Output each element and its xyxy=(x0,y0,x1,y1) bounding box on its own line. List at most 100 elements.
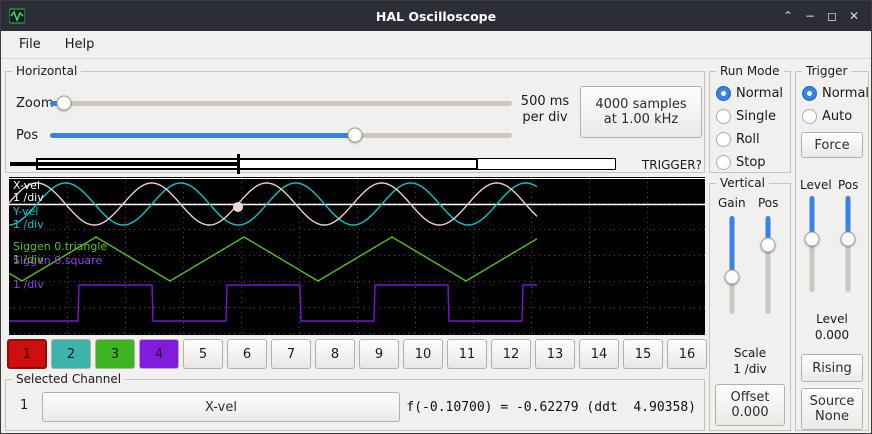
scope-canvas[interactable] xyxy=(8,177,705,335)
titlebar: HAL Oscilloscope ⌃ − ◻ ✕ xyxy=(1,1,871,31)
slider-fill xyxy=(809,196,815,240)
radio-icon xyxy=(716,108,731,124)
run-mode-option-normal[interactable]: Normal xyxy=(716,84,783,102)
horizontal-panel: Horizontal Zoom 500 ms per div 4000 samp… xyxy=(5,64,705,174)
channel-readout: f(-0.10700) = -0.62279 (ddt 4.90358) xyxy=(406,400,696,415)
radio-label: Stop xyxy=(736,154,766,170)
channel-button-13[interactable]: 13 xyxy=(535,339,575,369)
run-mode-panel-label: Run Mode xyxy=(716,64,784,79)
radio-icon xyxy=(716,85,731,101)
radio-label: Normal xyxy=(736,85,784,101)
hpos-label: Pos xyxy=(16,128,39,143)
channel-button-14[interactable]: 14 xyxy=(579,339,619,369)
gain-slider-label: Gain xyxy=(718,196,746,210)
channel-label-scale: 1 /div xyxy=(13,253,44,266)
slider-knob[interactable] xyxy=(804,231,820,247)
run-mode-option-stop[interactable]: Stop xyxy=(716,153,766,171)
run-mode-option-single[interactable]: Single xyxy=(716,107,776,125)
channel-button-8[interactable]: 8 xyxy=(315,339,355,369)
channel-button-10[interactable]: 10 xyxy=(403,339,443,369)
maximize-button[interactable]: ◻ xyxy=(827,9,837,23)
window-title: HAL Oscilloscope xyxy=(375,8,497,24)
force-button[interactable]: Force xyxy=(801,132,863,158)
channel-button-16[interactable]: 16 xyxy=(667,339,707,369)
window-controls: ⌃ − ◻ ✕ xyxy=(777,1,865,31)
close-button[interactable]: ✕ xyxy=(848,9,860,23)
channel-button-6[interactable]: 6 xyxy=(227,339,267,369)
slider-knob[interactable] xyxy=(724,269,740,285)
menu-file[interactable]: File xyxy=(19,37,41,52)
radio-label: Normal xyxy=(822,85,870,101)
channel-button-2[interactable]: 2 xyxy=(51,339,91,369)
timeline-trigger-marker[interactable] xyxy=(237,154,240,174)
scope-display[interactable]: X-vel 1 /div Y-vel 1 /div Siggen 0.trian… xyxy=(8,177,705,335)
zoom-label: Zoom xyxy=(16,96,54,111)
trigger-level-value: 0.000 xyxy=(814,328,850,342)
timeline-overview[interactable] xyxy=(10,154,620,174)
gain-slider[interactable] xyxy=(724,216,740,314)
channel-button-11[interactable]: 11 xyxy=(447,339,487,369)
zoom-slider[interactable] xyxy=(50,94,512,112)
channel-button-3[interactable]: 3 xyxy=(95,339,135,369)
channel-label-scale: 1 /div xyxy=(13,218,44,231)
radio-icon xyxy=(716,154,731,170)
vpos-slider-label: Pos xyxy=(758,196,779,210)
trigger-level-slider[interactable] xyxy=(804,196,820,292)
run-mode-option-roll[interactable]: Roll xyxy=(716,130,760,148)
trigger-option-normal[interactable]: Normal xyxy=(802,84,869,102)
hpos-slider[interactable] xyxy=(50,126,512,144)
channel-label-scale: 1 /div xyxy=(13,278,44,291)
selected-channel-number: 1 xyxy=(20,398,29,413)
run-mode-panel: Run Mode Normal Single Roll Stop xyxy=(709,64,791,173)
channel-label-name: Siggen 0.triangle xyxy=(13,240,108,253)
horizontal-panel-label: Horizontal xyxy=(12,64,82,79)
menubar: File Help xyxy=(1,31,871,59)
trigger-pos-slider[interactable] xyxy=(840,196,856,292)
trigger-slope-button[interactable]: Rising xyxy=(801,354,863,382)
slider-knob[interactable] xyxy=(56,95,72,111)
offset-line1: Offset xyxy=(730,390,770,405)
trigger-level-slider-label: Level xyxy=(800,178,832,192)
channel-button-9[interactable]: 9 xyxy=(359,339,399,369)
radio-label: Auto xyxy=(822,108,853,124)
trigger-source-button[interactable]: Source None xyxy=(801,388,863,430)
selected-channel-name-button[interactable]: X-vel xyxy=(42,392,400,422)
radio-icon xyxy=(802,85,817,101)
slider-fill xyxy=(50,132,355,138)
offset-button[interactable]: Offset 0.000 xyxy=(715,384,785,426)
trigger-option-auto[interactable]: Auto xyxy=(802,107,852,125)
channel-button-7[interactable]: 7 xyxy=(271,339,311,369)
vertical-panel: Vertical Gain Pos Scale 1 /div Offset 0.… xyxy=(709,176,791,431)
per-div-value: 500 ms xyxy=(520,94,570,109)
channel-button-4[interactable]: 4 xyxy=(139,339,179,369)
channel-label-name: X-vel xyxy=(13,179,40,192)
trigger-level-caption: Level xyxy=(816,312,848,326)
vertical-panel-label: Vertical xyxy=(716,176,769,191)
selected-channel-panel-label: Selected Channel xyxy=(12,372,126,387)
channel-label-name: Siggen 0.square xyxy=(13,254,103,267)
samples-button[interactable]: 4000 samples at 1.00 kHz xyxy=(580,86,702,138)
vpos-slider[interactable] xyxy=(760,216,776,314)
radio-icon xyxy=(716,131,731,147)
minimize-button[interactable]: − xyxy=(804,9,816,23)
shade-button[interactable]: ⌃ xyxy=(782,9,794,23)
trigger-question-label: TRIGGER? xyxy=(641,158,702,172)
trigger-pos-slider-label: Pos xyxy=(838,178,859,192)
slider-knob[interactable] xyxy=(840,231,856,247)
channel-button-12[interactable]: 12 xyxy=(491,339,531,369)
slider-track xyxy=(50,100,512,106)
slider-knob[interactable] xyxy=(347,127,363,143)
selected-channel-panel: Selected Channel 1 X-vel f(-0.10700) = -… xyxy=(5,372,705,431)
slider-fill xyxy=(845,196,851,240)
channel-button-1[interactable]: 1 xyxy=(7,339,47,369)
timeline-extent-line xyxy=(10,162,240,166)
scale-caption: Scale xyxy=(733,346,767,360)
channel-button-15[interactable]: 15 xyxy=(623,339,663,369)
menu-help[interactable]: Help xyxy=(64,37,95,52)
slider-track xyxy=(765,216,771,314)
slider-fill xyxy=(729,216,735,277)
slider-knob[interactable] xyxy=(760,237,776,253)
samples-line2: at 1.00 kHz xyxy=(603,112,679,127)
channel-button-5[interactable]: 5 xyxy=(183,339,223,369)
